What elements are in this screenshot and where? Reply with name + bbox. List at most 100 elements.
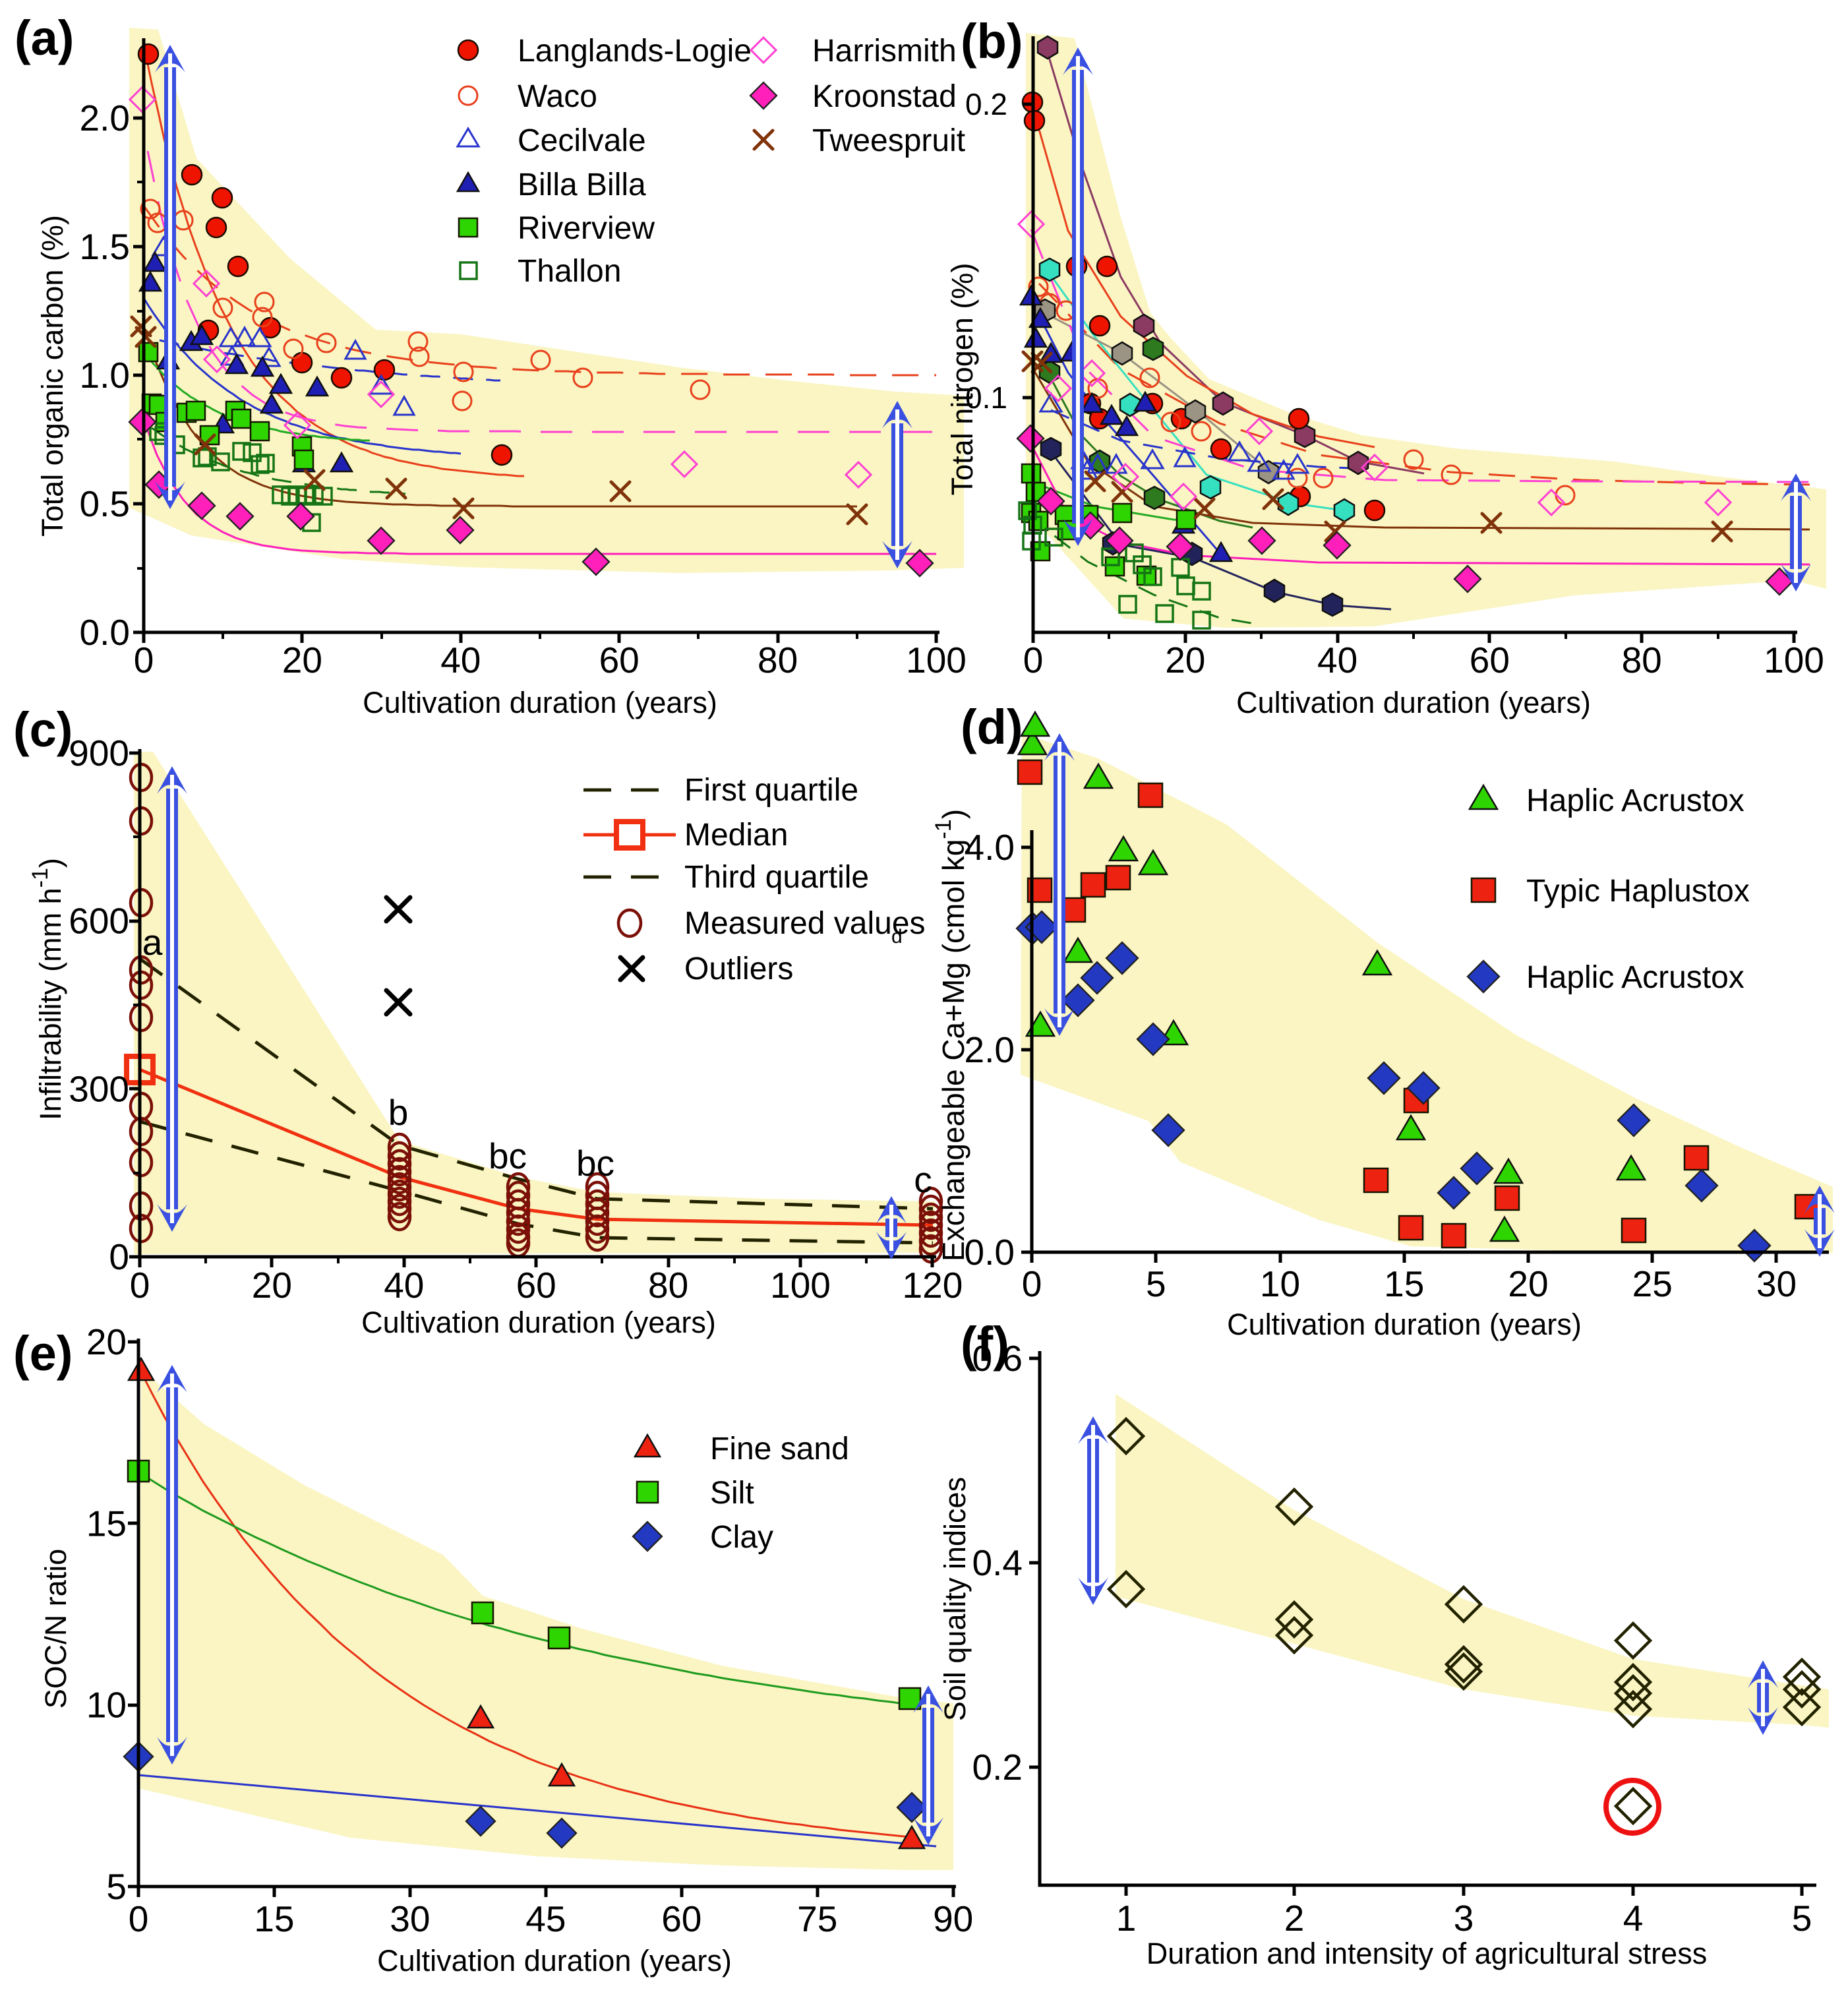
svg-text:20: 20	[282, 640, 322, 680]
svg-text:100: 100	[906, 640, 967, 680]
svg-text:(c): (c)	[13, 702, 73, 757]
svg-text:0.6: 0.6	[972, 1338, 1023, 1379]
svg-text:600: 600	[69, 901, 129, 942]
svg-text:bc: bc	[576, 1143, 614, 1184]
svg-text:20: 20	[1508, 1263, 1548, 1304]
svg-text:90: 90	[933, 1898, 973, 1939]
svg-text:75: 75	[797, 1898, 837, 1939]
svg-text:Typic Haplustox: Typic Haplustox	[1526, 874, 1750, 909]
svg-text:Tweespruit: Tweespruit	[812, 123, 965, 158]
svg-text:10: 10	[86, 1685, 127, 1726]
svg-text:Total nitrogen (%): Total nitrogen (%)	[945, 263, 979, 496]
svg-text:Langlands-Logie: Langlands-Logie	[518, 34, 752, 69]
svg-text:Cultivation duration (years): Cultivation duration (years)	[1227, 1308, 1582, 1341]
svg-text:0.2: 0.2	[972, 1747, 1023, 1788]
svg-text:Clay: Clay	[710, 1520, 773, 1555]
svg-text:80: 80	[648, 1265, 688, 1306]
svg-text:0.0: 0.0	[965, 1232, 1015, 1273]
svg-text:40: 40	[384, 1265, 424, 1306]
svg-text:20: 20	[252, 1265, 292, 1306]
svg-text:30: 30	[390, 1898, 430, 1939]
svg-text:Measured values: Measured values	[684, 906, 926, 941]
svg-text:Cultivation duration (years): Cultivation duration (years)	[361, 1306, 716, 1339]
svg-text:Riverview: Riverview	[518, 211, 655, 246]
svg-text:60: 60	[599, 640, 640, 680]
svg-text:80: 80	[1622, 640, 1662, 680]
svg-text:a: a	[142, 922, 163, 963]
svg-text:Fine sand: Fine sand	[710, 1432, 849, 1466]
svg-text:Billa Billa: Billa Billa	[518, 167, 646, 202]
svg-text:Outliers: Outliers	[684, 952, 793, 986]
svg-text:40: 40	[1317, 640, 1357, 680]
svg-text:2.0: 2.0	[965, 1029, 1015, 1070]
svg-text:b: b	[388, 1092, 409, 1133]
svg-text:Cultivation duration (years): Cultivation duration (years)	[363, 686, 717, 719]
svg-text:0: 0	[1022, 1263, 1042, 1304]
svg-text:Soil quality indices: Soil quality indices	[938, 1477, 972, 1721]
svg-text:Waco: Waco	[518, 79, 597, 114]
svg-text:5: 5	[1146, 1263, 1166, 1304]
svg-text:Infiltrability (mm h-1): Infiltrability (mm h-1)	[28, 858, 67, 1120]
svg-text:0: 0	[134, 640, 154, 680]
svg-text:4.0: 4.0	[965, 827, 1015, 868]
svg-text:Cultivation duration (years): Cultivation duration (years)	[377, 1944, 732, 1978]
svg-text:120: 120	[903, 1265, 963, 1306]
svg-text:60: 60	[516, 1265, 556, 1306]
svg-text:15: 15	[86, 1503, 127, 1544]
svg-text:15: 15	[1384, 1263, 1424, 1304]
svg-text:bc: bc	[489, 1135, 527, 1176]
svg-text:5: 5	[1792, 1898, 1812, 1939]
svg-text:5: 5	[106, 1866, 127, 1907]
svg-text:0.5: 0.5	[80, 483, 130, 524]
svg-text:1.5: 1.5	[80, 226, 130, 267]
svg-text:(b): (b)	[961, 14, 1023, 69]
svg-text:20: 20	[1165, 640, 1205, 680]
svg-text:100: 100	[1764, 640, 1824, 680]
svg-text:Haplic Acrustox: Haplic Acrustox	[1526, 783, 1744, 818]
svg-text:40: 40	[440, 640, 481, 680]
svg-text:25: 25	[1632, 1263, 1673, 1304]
svg-text:0.1: 0.1	[965, 380, 1007, 415]
svg-text:30: 30	[1756, 1263, 1797, 1304]
svg-text:First quartile: First quartile	[684, 773, 858, 808]
svg-text:Median: Median	[684, 818, 788, 853]
svg-text:80: 80	[758, 640, 798, 680]
svg-text:SOC/N ratio: SOC/N ratio	[39, 1549, 73, 1709]
svg-text:60: 60	[661, 1898, 701, 1939]
svg-text:Cultivation duration (years): Cultivation duration (years)	[1236, 686, 1591, 719]
svg-text:2.0: 2.0	[80, 98, 130, 138]
svg-text:4: 4	[1623, 1898, 1644, 1939]
svg-text:(d): (d)	[961, 700, 1023, 754]
svg-text:10: 10	[1260, 1263, 1300, 1304]
svg-text:Exchangeable Ca+Mg (cmol kg-1): Exchangeable Ca+Mg (cmol kg-1)	[931, 809, 970, 1261]
svg-text:Duration and intensity of agri: Duration and intensity of agricultural s…	[1147, 1937, 1707, 1970]
svg-text:15: 15	[254, 1898, 294, 1939]
svg-text:300: 300	[69, 1068, 129, 1109]
svg-text:60: 60	[1470, 640, 1510, 680]
svg-text:Kroonstad: Kroonstad	[812, 79, 957, 114]
svg-text:Silt: Silt	[710, 1476, 754, 1511]
svg-text:0.2: 0.2	[965, 87, 1007, 121]
svg-text:c: c	[914, 1159, 932, 1200]
svg-text:Cecilvale: Cecilvale	[518, 123, 646, 158]
svg-text:d: d	[891, 926, 903, 948]
svg-text:Third quartile: Third quartile	[684, 860, 869, 895]
svg-text:0: 0	[130, 1265, 150, 1306]
svg-text:0: 0	[1023, 640, 1044, 680]
svg-text:Total organic carbon (%): Total organic carbon (%)	[36, 215, 69, 537]
svg-text:Haplic Acrustox: Haplic Acrustox	[1526, 960, 1744, 995]
svg-text:(e): (e)	[13, 1326, 73, 1381]
svg-text:2: 2	[1284, 1898, 1305, 1939]
svg-text:900: 900	[69, 733, 129, 773]
svg-text:0: 0	[109, 1236, 129, 1277]
svg-text:Harrismith: Harrismith	[812, 34, 957, 69]
svg-text:(f): (f)	[961, 1317, 1009, 1372]
svg-text:1: 1	[1116, 1898, 1137, 1939]
svg-text:0.4: 0.4	[972, 1542, 1023, 1583]
svg-text:Thallon: Thallon	[518, 254, 621, 289]
svg-text:(a): (a)	[15, 11, 74, 65]
svg-text:1.0: 1.0	[80, 355, 130, 396]
svg-text:0.0: 0.0	[80, 612, 130, 653]
svg-text:0: 0	[129, 1898, 149, 1939]
svg-text:45: 45	[525, 1898, 566, 1939]
